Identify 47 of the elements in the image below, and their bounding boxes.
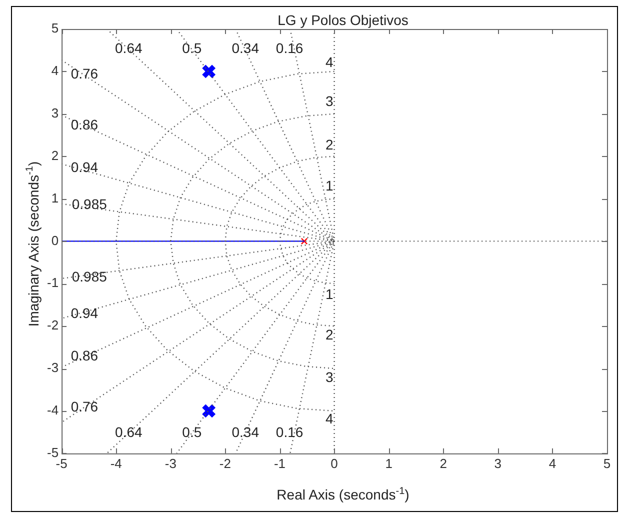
annotation: 0.16 (276, 40, 304, 56)
annotation: 4 (325, 54, 334, 70)
chart-title: LG y Polos Objetivos (278, 12, 408, 28)
annotation: 2 (325, 136, 334, 153)
x-tick-label: 2 (440, 456, 447, 471)
x-tick-label: -1 (274, 456, 286, 471)
x-tick-label: -2 (219, 456, 231, 471)
y-tick-label: 5 (51, 20, 59, 36)
x-tick-label: -3 (164, 456, 176, 471)
annotation: 2 (325, 326, 334, 343)
x-tick-label: 3 (494, 456, 502, 471)
annotation: 3 (325, 92, 334, 109)
x-tick-label: 5 (603, 456, 611, 471)
y-tick-label: 4 (51, 63, 59, 78)
y-tick-label: -2 (46, 318, 59, 333)
annotation: 3 (325, 369, 334, 386)
annotation: 1 (325, 286, 334, 302)
annotation: 0.985 (72, 268, 108, 285)
y-tick-label: -5 (46, 444, 59, 460)
y-tick-label: 1 (51, 190, 59, 206)
annotation: 0.5 (182, 40, 202, 56)
x-tick-label: 1 (385, 456, 392, 471)
annotation: 0.94 (70, 159, 98, 176)
y-tick-label: 0 (51, 232, 59, 248)
y-tick-label: -3 (46, 360, 59, 376)
y-tick-label: 2 (51, 148, 59, 163)
annotation: 0.86 (70, 347, 98, 364)
x-axis-title: Real Axis (seconds$^{-1}$) (276, 486, 410, 503)
y-tick-label: 3 (51, 105, 59, 120)
x-tick-label: 4 (548, 456, 556, 471)
annotation: 0.16 (276, 424, 304, 440)
annotation: 0.64 (115, 40, 142, 56)
annotation: 0.76 (70, 66, 98, 82)
annotation: 0.985 (72, 196, 108, 212)
x-tick-label: -4 (110, 456, 122, 471)
annotation: 4 (325, 410, 334, 427)
annotation: 0.5 (182, 424, 202, 440)
annotation: 0.64 (115, 424, 142, 440)
annotation: 0.86 (70, 116, 98, 133)
annotation: 0.76 (70, 398, 98, 414)
y-tick-label: -1 (46, 275, 59, 290)
y-tick-label: -4 (46, 402, 59, 418)
annotation: 0.34 (232, 40, 260, 56)
x-tick-label: 0 (330, 456, 338, 471)
annotation: 0.34 (232, 424, 260, 440)
annotation: 0.94 (70, 305, 98, 322)
annotation: 1 (325, 177, 334, 194)
